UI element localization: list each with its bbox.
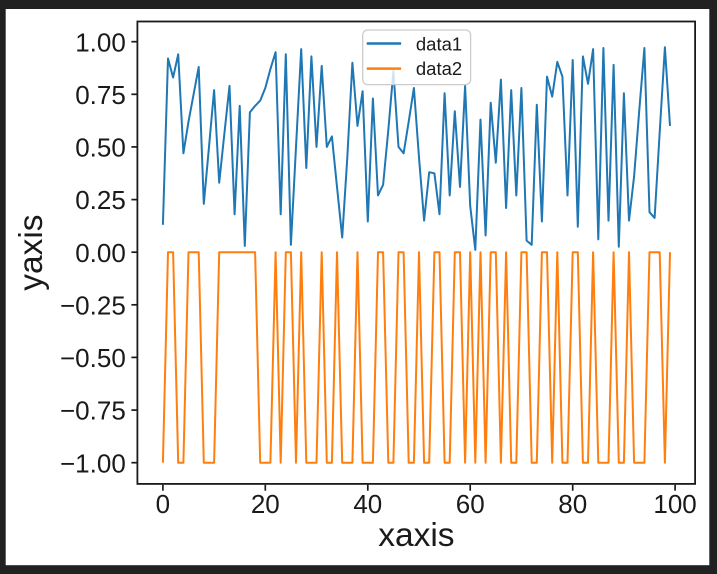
- svg-text:100: 100: [653, 489, 696, 519]
- svg-text:−0.50: −0.50: [60, 343, 126, 373]
- svg-text:−0.25: −0.25: [60, 290, 126, 320]
- svg-text:0.75: 0.75: [75, 80, 126, 110]
- svg-text:60: 60: [456, 489, 485, 519]
- svg-text:data2: data2: [416, 58, 462, 79]
- svg-text:20: 20: [251, 489, 280, 519]
- svg-text:−1.00: −1.00: [60, 448, 126, 478]
- svg-text:1.00: 1.00: [75, 27, 126, 57]
- svg-text:data1: data1: [416, 34, 462, 55]
- svg-text:0: 0: [156, 489, 170, 519]
- svg-text:0.50: 0.50: [75, 133, 126, 163]
- svg-text:80: 80: [558, 489, 587, 519]
- svg-text:0.00: 0.00: [75, 238, 126, 268]
- svg-text:yaxis: yaxis: [13, 214, 50, 290]
- svg-text:xaxis: xaxis: [378, 517, 454, 554]
- svg-text:0.25: 0.25: [75, 185, 126, 215]
- svg-text:40: 40: [353, 489, 382, 519]
- svg-text:−0.75: −0.75: [60, 396, 126, 426]
